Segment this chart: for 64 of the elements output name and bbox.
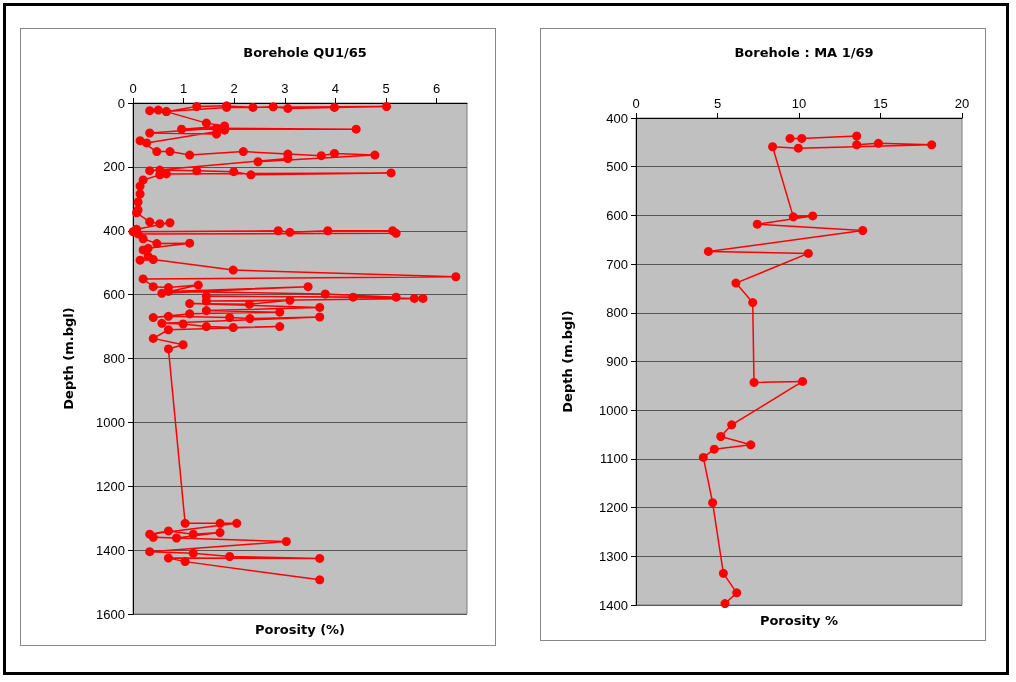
y-tick-label: 1200 [599, 500, 628, 516]
y-tick-label: 1400 [599, 597, 628, 613]
point [788, 212, 798, 222]
point [927, 140, 937, 150]
point [803, 248, 813, 258]
y-tick-label: 200 [103, 159, 125, 175]
x-tick-label: 10 [791, 96, 807, 111]
x-tick-label: 15 [873, 96, 888, 111]
point [793, 143, 803, 153]
point [852, 131, 862, 141]
x-tick-label: 0 [632, 96, 640, 111]
point [720, 599, 730, 609]
point [749, 377, 759, 387]
point [718, 568, 728, 578]
point [768, 142, 778, 152]
y-tick-label: 1600 [96, 606, 125, 622]
x-tick-label: 2 [230, 81, 238, 96]
y-tick-label: 600 [103, 287, 125, 303]
y-tick-label: 1100 [600, 451, 628, 467]
point [797, 133, 807, 143]
point [752, 219, 762, 229]
y-tick-label: 800 [606, 305, 628, 321]
y-axis-title: Depth (m.bgl) [61, 307, 76, 410]
x-tick-label: 0 [129, 81, 137, 96]
x-tick-label: 3 [281, 81, 289, 96]
x-tick-label: 20 [954, 96, 970, 111]
point [709, 444, 719, 454]
y-tick-label: 700 [606, 256, 628, 272]
point [708, 498, 718, 508]
point [731, 278, 741, 288]
x-tick-label: 6 [433, 81, 441, 96]
x-axis-title: Porosity (%) [254, 622, 346, 637]
point [808, 211, 818, 221]
point [873, 138, 883, 148]
point [746, 440, 756, 450]
y-tick-label: 800 [103, 351, 125, 366]
y-tick-label: 1000 [96, 414, 125, 430]
y-tick-label: 400 [103, 223, 125, 239]
y-tick-label: 400 [606, 110, 628, 126]
point [698, 452, 708, 462]
x-tick-label: 4 [331, 81, 340, 96]
point [732, 588, 742, 598]
x-axis-title: Porosity % [759, 613, 839, 628]
chart-title: Borehole QU1/65 [243, 45, 367, 60]
y-tick-label: 500 [606, 159, 628, 175]
point [852, 140, 862, 150]
point [727, 420, 737, 430]
y-axis-title: Depth (m.bgl) [560, 310, 575, 413]
y-tick-label: 1200 [96, 478, 125, 494]
point [858, 226, 868, 235]
point [748, 298, 758, 308]
point [703, 246, 713, 256]
y-tick-label: 900 [606, 354, 628, 369]
point [798, 376, 808, 386]
point [716, 432, 726, 441]
y-tick-label: 1400 [96, 542, 125, 558]
x-tick-label: 1 [179, 81, 188, 96]
y-tick-label: 1300 [599, 548, 628, 564]
y-tick-label: 600 [606, 207, 628, 223]
x-tick-label: 5 [382, 81, 390, 96]
point [785, 133, 795, 143]
chart-title: Borehole : MA 1/69 [734, 45, 874, 60]
x-tick-label: 5 [713, 96, 722, 111]
y-tick-label: 1000 [599, 402, 628, 418]
